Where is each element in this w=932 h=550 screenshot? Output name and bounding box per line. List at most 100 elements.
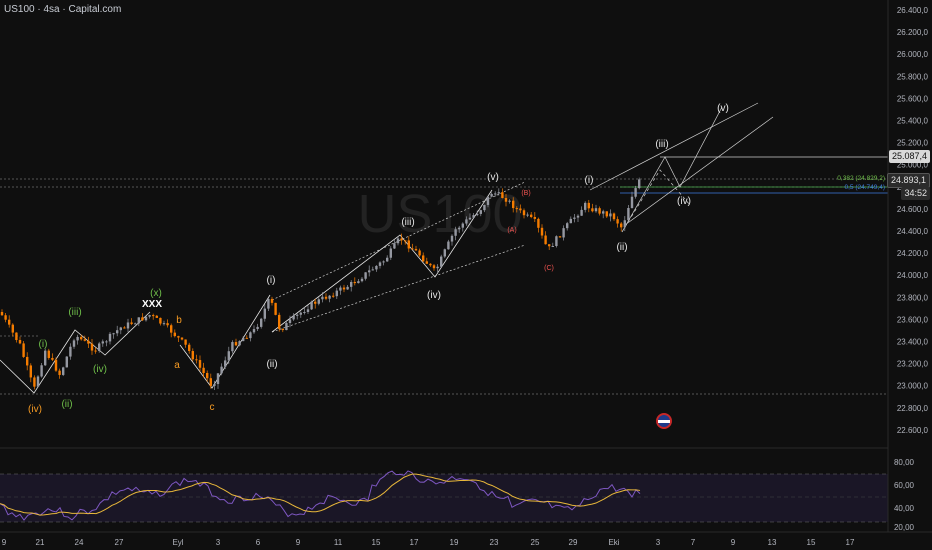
candle [576, 214, 580, 222]
candle [299, 311, 302, 318]
candle [51, 353, 54, 362]
price-tick-label: 25.400,0 [897, 117, 929, 126]
wave-label: (iii) [655, 139, 668, 150]
time-tick-label: 7 [691, 538, 696, 547]
candle [126, 318, 130, 332]
economic-event-marker[interactable] [656, 413, 672, 429]
candle [616, 216, 619, 228]
candle [159, 317, 162, 326]
time-tick-label: 17 [410, 538, 419, 547]
time-tick-label: 3 [216, 538, 221, 547]
wave-label: (C) [544, 265, 554, 272]
candle [623, 216, 626, 232]
candle [465, 216, 468, 226]
price-axis[interactable] [888, 0, 932, 532]
candle [432, 263, 436, 271]
rsi-ma-line[interactable] [0, 473, 641, 516]
wave-label: (ii) [266, 359, 277, 370]
rsi-line[interactable] [0, 470, 641, 521]
candle [101, 339, 104, 347]
wave-zigzag-line[interactable] [271, 189, 493, 333]
candle [566, 221, 569, 231]
candle [368, 265, 371, 277]
candle [33, 375, 36, 390]
price-tick-label: 23.800,0 [897, 293, 929, 302]
candle [252, 325, 256, 334]
price-tick-label: 23.600,0 [897, 315, 929, 324]
candle [490, 192, 493, 197]
candle [400, 233, 403, 245]
candle [558, 236, 562, 238]
candle [335, 287, 338, 300]
candle [314, 298, 317, 309]
candle [11, 323, 14, 337]
candle [562, 225, 565, 241]
candle [555, 235, 558, 248]
channel2-upper-line[interactable] [589, 102, 759, 191]
wave-label: (i) [585, 175, 594, 186]
wave-label: (ii) [616, 242, 627, 253]
rsi-tick-label: 40,00 [894, 504, 915, 513]
wave-zigzag-line[interactable] [179, 294, 271, 389]
candle [155, 314, 158, 318]
projection-path[interactable] [621, 106, 723, 233]
wave-label: (x) [150, 288, 162, 299]
last-price-tag: 24.893,1 [886, 173, 930, 188]
candle [285, 321, 288, 331]
wave-label: b [176, 315, 182, 326]
candle [303, 307, 306, 315]
alt-projection-path[interactable] [621, 169, 691, 233]
candle [342, 284, 346, 293]
candle [76, 334, 79, 345]
time-axis[interactable] [0, 532, 932, 550]
candle [404, 240, 407, 245]
candle [630, 191, 634, 209]
candle [44, 348, 47, 367]
wave-label: (ii) [61, 399, 72, 410]
candle [436, 264, 439, 273]
candle [108, 332, 112, 345]
wave-label: (iv) [93, 364, 107, 375]
candle [537, 217, 540, 233]
candle [249, 331, 252, 342]
candle [206, 370, 209, 382]
channel-lower-line[interactable] [271, 244, 526, 333]
candle [162, 320, 166, 326]
candle [90, 339, 94, 355]
channel-upper-line[interactable] [271, 181, 526, 301]
candle [573, 214, 576, 223]
candle [58, 368, 61, 379]
candle [134, 322, 137, 325]
price-tick-label: 23.400,0 [897, 338, 929, 347]
time-tick-label: Eyl [172, 538, 183, 547]
candle [350, 280, 353, 292]
candle [479, 209, 482, 217]
time-tick-label: 17 [846, 538, 855, 547]
candle [40, 363, 43, 378]
time-tick-label: Eki [608, 538, 619, 547]
candle [152, 313, 155, 320]
candle [360, 277, 364, 283]
wave-label: (B) [521, 190, 530, 197]
candle [18, 336, 22, 345]
time-tick-label: 19 [450, 538, 459, 547]
candle [98, 341, 101, 353]
candle [533, 212, 536, 223]
candle [461, 222, 464, 232]
wave-label: (iii) [401, 217, 414, 228]
candle [238, 340, 241, 347]
candle [220, 363, 223, 376]
rsi-tick-label: 80,00 [894, 458, 915, 467]
time-tick-label: 11 [334, 538, 343, 547]
rsi-axis-ticks: 80,00 60,00 40,00 20,00 [894, 458, 915, 532]
channel2-lower-line[interactable] [624, 116, 774, 226]
candle [69, 343, 72, 360]
symbol-title[interactable]: US100 · 4sa · Capital.com [4, 4, 122, 15]
candle [544, 231, 547, 245]
price-tick-label: 24.000,0 [897, 271, 929, 280]
wave-zigzag-line[interactable] [0, 311, 151, 394]
candle [209, 373, 212, 389]
candle [119, 326, 122, 335]
time-tick-label: 9 [2, 538, 7, 547]
